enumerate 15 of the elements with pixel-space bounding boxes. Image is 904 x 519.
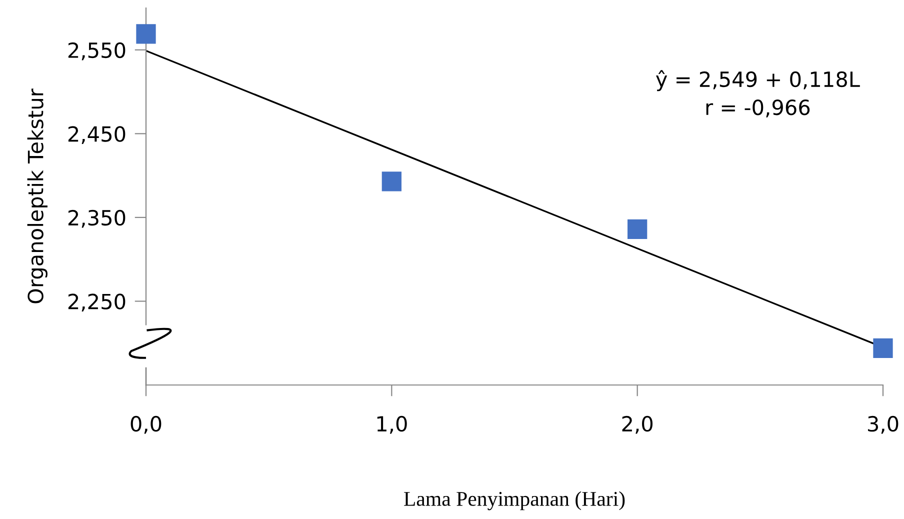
y-tick-label: 2,450 xyxy=(68,126,126,144)
point xyxy=(628,219,648,239)
point xyxy=(382,172,402,192)
y-tick-label: 2,550 xyxy=(68,42,126,60)
x-axis-title: Lama Penyimpanan (Hari) xyxy=(404,491,625,510)
point xyxy=(136,24,156,44)
x-tick-label: 2,0 xyxy=(622,416,653,434)
x-tick-label: 0,0 xyxy=(130,416,162,434)
point xyxy=(873,338,893,358)
y-tick-label: 2,350 xyxy=(68,210,126,228)
x-tick-label: 3,0 xyxy=(868,416,898,434)
annotation: ŷ = 2,549 + 0,118L r = -0,966 xyxy=(656,70,860,118)
y-tick-label: 2,250 xyxy=(68,294,126,312)
y-axis-title: Organoleptik Tekstur xyxy=(27,88,48,304)
x-tick-label: 1,0 xyxy=(377,416,407,434)
